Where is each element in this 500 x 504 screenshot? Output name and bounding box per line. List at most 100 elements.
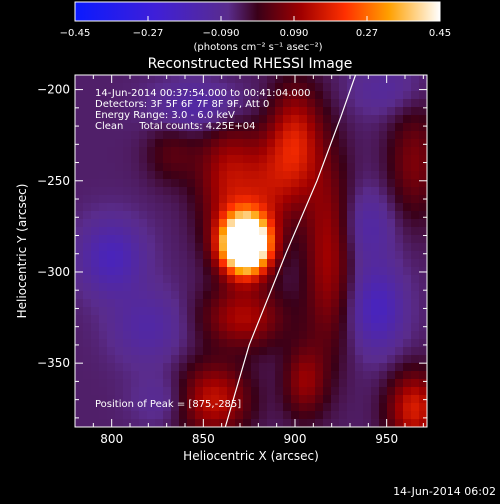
heatmap-cell bbox=[211, 115, 220, 124]
heatmap-cell bbox=[203, 227, 212, 236]
heatmap-cell bbox=[211, 299, 220, 308]
heatmap-cell bbox=[187, 171, 196, 180]
heatmap-cell bbox=[171, 323, 180, 332]
heatmap-cell bbox=[147, 251, 156, 260]
heatmap-cell bbox=[123, 91, 132, 100]
heatmap-cell bbox=[339, 211, 348, 220]
heatmap-cell bbox=[307, 75, 316, 84]
heatmap-cell bbox=[155, 163, 164, 172]
heatmap-cell bbox=[275, 283, 284, 292]
heatmap-cell bbox=[307, 115, 316, 124]
heatmap-cell bbox=[235, 395, 244, 404]
heatmap-cell bbox=[83, 259, 92, 268]
heatmap-cell bbox=[291, 315, 300, 324]
heatmap-cell bbox=[331, 363, 340, 372]
heatmap-cell bbox=[99, 91, 108, 100]
heatmap-cell bbox=[195, 291, 204, 300]
heatmap-cell bbox=[115, 195, 124, 204]
heatmap-cell bbox=[251, 203, 260, 212]
heatmap-cell bbox=[403, 347, 412, 356]
heatmap-cell bbox=[163, 115, 172, 124]
heatmap-cell bbox=[379, 83, 388, 92]
heatmap-cell bbox=[179, 347, 188, 356]
heatmap-cell bbox=[259, 75, 268, 84]
heatmap-cell bbox=[275, 331, 284, 340]
heatmap-cell bbox=[91, 419, 100, 427]
heatmap-cell bbox=[323, 339, 332, 348]
heatmap-cell bbox=[259, 123, 268, 132]
heatmap-cell bbox=[371, 123, 380, 132]
heatmap-cell bbox=[419, 379, 427, 388]
heatmap-cell bbox=[147, 283, 156, 292]
heatmap-cell bbox=[227, 131, 236, 140]
heatmap-cell bbox=[123, 355, 132, 364]
heatmap-cell bbox=[115, 331, 124, 340]
heatmap-cell bbox=[195, 243, 204, 252]
heatmap-cell bbox=[171, 243, 180, 252]
heatmap-cell bbox=[203, 75, 212, 84]
heatmap-cell bbox=[187, 211, 196, 220]
heatmap-cell bbox=[107, 395, 116, 404]
heatmap-cell bbox=[387, 259, 396, 268]
heatmap-cell bbox=[91, 315, 100, 324]
heatmap-cell bbox=[195, 363, 204, 372]
heatmap-cell bbox=[283, 99, 292, 108]
heatmap-cell bbox=[75, 91, 84, 100]
heatmap-cell bbox=[203, 147, 212, 156]
heatmap-cell bbox=[379, 91, 388, 100]
heatmap-cell bbox=[171, 355, 180, 364]
heatmap-cell bbox=[403, 283, 412, 292]
heatmap-cell bbox=[355, 123, 364, 132]
heatmap-cell bbox=[355, 283, 364, 292]
heatmap-cell bbox=[307, 139, 316, 148]
heatmap-cell bbox=[251, 243, 260, 252]
heatmap-cell bbox=[179, 395, 188, 404]
heatmap-cell bbox=[323, 243, 332, 252]
heatmap-cell bbox=[379, 219, 388, 228]
heatmap-cell bbox=[155, 299, 164, 308]
heatmap-cell bbox=[75, 155, 84, 164]
heatmap-cell bbox=[123, 203, 132, 212]
heatmap-cell bbox=[259, 291, 268, 300]
heatmap-cell bbox=[195, 91, 204, 100]
heatmap-cell bbox=[219, 339, 228, 348]
heatmap-cell bbox=[323, 403, 332, 412]
heatmap-cell bbox=[259, 299, 268, 308]
heatmap-cell bbox=[139, 235, 148, 244]
heatmap-cell bbox=[131, 275, 140, 284]
heatmap-cell bbox=[323, 211, 332, 220]
heatmap-cell bbox=[387, 123, 396, 132]
heatmap-cell bbox=[363, 171, 372, 180]
heatmap-cell bbox=[147, 339, 156, 348]
heatmap-cell bbox=[243, 179, 252, 188]
heatmap-cell bbox=[123, 107, 132, 116]
heatmap-cell bbox=[323, 187, 332, 196]
heatmap-cell bbox=[91, 283, 100, 292]
heatmap-cell bbox=[403, 147, 412, 156]
heatmap-cell bbox=[339, 315, 348, 324]
heatmap-cell bbox=[395, 139, 404, 148]
heatmap-cell bbox=[107, 139, 116, 148]
heatmap-cell bbox=[403, 163, 412, 172]
heatmap-cell bbox=[419, 339, 427, 348]
heatmap-cell bbox=[355, 155, 364, 164]
heatmap-cell bbox=[307, 155, 316, 164]
heatmap-cell bbox=[219, 155, 228, 164]
heatmap-cell bbox=[315, 91, 324, 100]
heatmap-cell bbox=[227, 259, 236, 268]
heatmap-cell bbox=[83, 187, 92, 196]
heatmap-cell bbox=[107, 219, 116, 228]
heatmap-cell bbox=[123, 419, 132, 427]
heatmap-cell bbox=[355, 227, 364, 236]
heatmap-cell bbox=[195, 227, 204, 236]
heatmap-cell bbox=[379, 403, 388, 412]
heatmap-cell bbox=[75, 139, 84, 148]
heatmap-cell bbox=[235, 363, 244, 372]
heatmap-cell bbox=[283, 187, 292, 196]
heatmap-cell bbox=[387, 163, 396, 172]
heatmap-cell bbox=[411, 371, 420, 380]
heatmap-cell bbox=[203, 259, 212, 268]
heatmap-cell bbox=[187, 187, 196, 196]
heatmap-cell bbox=[371, 179, 380, 188]
heatmap-cell bbox=[315, 323, 324, 332]
